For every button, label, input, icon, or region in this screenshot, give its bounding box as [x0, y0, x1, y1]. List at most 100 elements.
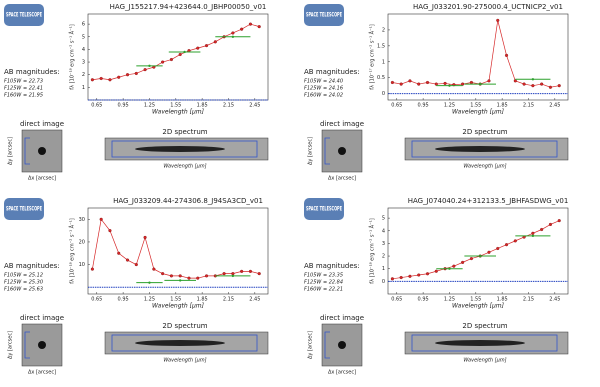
- y-tick-label: 1.5: [377, 43, 385, 49]
- x-tick-label: 0.95: [418, 103, 429, 109]
- spec2d-box: [411, 140, 558, 158]
- spectrum-point: [248, 269, 252, 273]
- y-tick-label: 2: [382, 254, 385, 260]
- direct-label: direct image: [20, 120, 64, 128]
- spectrum-point: [487, 79, 491, 83]
- mag-line: F125W = 24.16: [304, 86, 343, 92]
- photometry-point: [448, 84, 451, 87]
- photometry-point: [478, 254, 482, 258]
- spec2d-trace: [435, 146, 525, 152]
- direct-marker: [24, 331, 30, 359]
- spectrum-point: [125, 73, 130, 77]
- spectrum-point: [425, 272, 430, 276]
- mag-heading: AB magnitudes:: [304, 262, 360, 270]
- plot-frame: [87, 207, 269, 295]
- spectrum-line: [392, 20, 560, 88]
- mag-line: F105W = 22.73: [4, 79, 43, 85]
- panel: SPACE TELESCOPE HAG_J155217.94+423644.0_J…: [4, 3, 269, 182]
- spec2d-x-label: Wavelength [μm]: [163, 358, 206, 364]
- direct-label: direct image: [320, 314, 364, 322]
- spectrum-point: [408, 274, 412, 278]
- dy-label: Δy [arcsec]: [308, 137, 314, 165]
- spectrum-point: [90, 267, 94, 271]
- x-tick-label: 2.45: [249, 297, 260, 303]
- x-tick-label: 1.55: [470, 103, 481, 109]
- spectrum-point: [231, 272, 235, 276]
- spectrum-point: [143, 235, 147, 239]
- spectrum-point: [178, 274, 182, 278]
- spectrum-point: [399, 276, 403, 280]
- spectrum-point: [108, 229, 112, 233]
- x-tick-label: 1.85: [197, 297, 208, 303]
- x-axis-label: Wavelength [μm]: [152, 109, 205, 116]
- photometry-point: [531, 78, 535, 81]
- y-tick-label: 3: [82, 60, 85, 66]
- photometry-point: [148, 64, 151, 68]
- direct-label: direct image: [320, 120, 364, 128]
- mag-line: F105W = 23.35: [304, 273, 343, 279]
- y-tick-label: 30: [79, 217, 85, 223]
- dy-label: Δy [arcsec]: [308, 331, 314, 359]
- chart-title: HAG_J074040.24+312133.5_JBHFASDWG_v01: [408, 197, 569, 205]
- x-tick-label: 2.15: [523, 103, 534, 109]
- y-tick-label: 10: [79, 262, 85, 268]
- chart-title: HAG_J033209.44-274306.8_J94SA3CD_v01: [113, 197, 263, 205]
- x-axis-label: Wavelength [μm]: [452, 303, 505, 310]
- x-tick-label: 1.85: [197, 103, 208, 109]
- chart-title: HAG_J155217.94+423644.0_JBHP00050_v01: [110, 3, 267, 11]
- spectrum-point: [487, 250, 491, 254]
- spectrum-point: [90, 78, 94, 82]
- spectrum-point: [540, 227, 544, 232]
- direct-marker: [24, 137, 30, 165]
- spectrum-point: [204, 274, 209, 278]
- direct-marker: [324, 137, 330, 165]
- x-tick-label: 1.55: [170, 103, 181, 109]
- photometry-point: [148, 281, 151, 284]
- photometry-point: [183, 50, 186, 54]
- x-tick-label: 1.55: [470, 297, 481, 303]
- x-tick-label: 0.95: [118, 103, 129, 109]
- source-blob: [38, 147, 46, 155]
- mag-line: F125W = 22.84: [304, 280, 343, 286]
- dy-label: Δy [arcsec]: [8, 331, 14, 359]
- spec2d-label: 2D spectrum: [162, 128, 207, 136]
- y-tick-label: 1: [382, 266, 385, 272]
- spectrum-point: [152, 267, 156, 271]
- spectrum-point: [557, 84, 561, 88]
- spectrum-point: [496, 246, 500, 251]
- spectrum-point: [540, 82, 544, 86]
- photometry-point: [231, 35, 235, 38]
- x-tick-label: 1.85: [497, 103, 508, 109]
- spec2d-trace: [435, 340, 525, 346]
- spectrum-point: [548, 85, 552, 89]
- y-tick-label: 0: [382, 279, 385, 285]
- mag-line: F160W = 24.02: [304, 93, 343, 99]
- spectrum-point: [257, 25, 261, 29]
- spectrum-point: [99, 217, 103, 221]
- spec2d-box: [111, 334, 258, 352]
- spectrum-point: [134, 263, 138, 267]
- x-tick-label: 2.15: [223, 103, 234, 109]
- x-axis-label: Wavelength [μm]: [452, 109, 505, 116]
- y-tick-label: 1: [382, 59, 385, 65]
- spectrum-point: [461, 260, 465, 264]
- x-tick-label: 1.55: [170, 297, 181, 303]
- spectrum-point: [504, 243, 509, 247]
- logo-badge: [4, 4, 44, 26]
- y-tick-label: 3: [382, 241, 385, 247]
- dx-label: Δx [arcsec]: [328, 370, 356, 376]
- photometry-point: [178, 279, 182, 282]
- logo: SPACE TELESCOPE: [306, 206, 342, 213]
- spectrum-point: [548, 222, 552, 226]
- mag-line: F125W = 22.41: [4, 86, 43, 92]
- logo-badge: [304, 198, 344, 220]
- spectrum-point: [434, 269, 438, 273]
- spectrum-point: [204, 44, 209, 48]
- y-tick-label: 5: [82, 34, 85, 40]
- mag-heading: AB magnitudes:: [4, 262, 60, 270]
- spec2d-x-label: Wavelength [μm]: [463, 358, 506, 364]
- spectrum-point: [425, 80, 430, 85]
- spectrum-point: [452, 264, 456, 268]
- y-tick-label: 20: [79, 239, 85, 245]
